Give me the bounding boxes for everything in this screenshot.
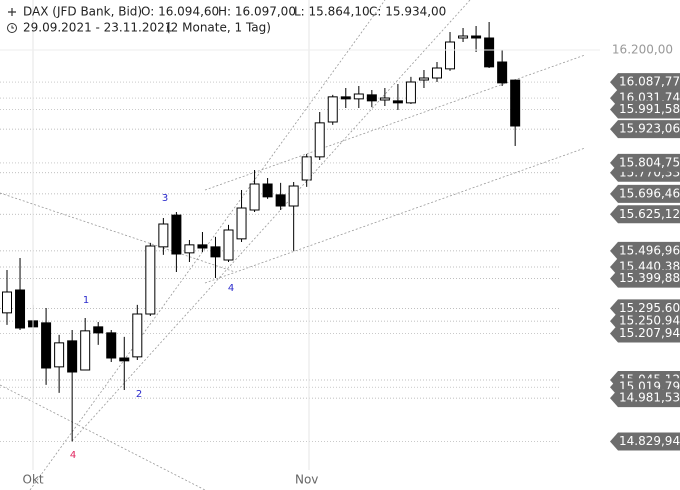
header: DAX (JFD Bank, Bid) O: 16.094,60 H: 16.0… — [7, 5, 446, 35]
instrument-title: DAX (JFD Bank, Bid) — [23, 5, 142, 19]
level-label: 16.087,77 — [619, 75, 680, 89]
trend-line — [0, 192, 236, 273]
trend-line — [71, 0, 471, 442]
candle-body — [223, 229, 234, 261]
candle-body — [353, 93, 364, 100]
candle-body — [445, 41, 456, 70]
level-label: 15.207,94 — [619, 326, 680, 340]
candle-body — [379, 97, 390, 101]
level-label: 15.496,96 — [619, 243, 680, 257]
level-tag — [610, 184, 680, 203]
period: (2 Monate, 1 Tag) — [166, 21, 271, 35]
crosshair-icon — [8, 8, 16, 16]
level-label: 15.295,60 — [619, 301, 680, 315]
close-value: C: 15.934,00 — [369, 5, 446, 19]
level-label: 15.991,58 — [619, 102, 680, 116]
trend-lines — [0, 0, 586, 490]
level-label: 15.399,88 — [619, 271, 680, 285]
level-tag — [610, 324, 680, 343]
candle-body — [171, 214, 182, 255]
level-label: 15.625,12 — [619, 207, 680, 221]
candle-body — [93, 326, 104, 334]
candle-body — [288, 185, 299, 207]
annotation: 2 — [136, 389, 142, 400]
level-tag — [610, 120, 680, 139]
candle-body — [119, 357, 130, 362]
level-tag — [610, 73, 680, 92]
level-tag — [610, 205, 680, 224]
candle-body — [405, 81, 416, 104]
open-value: O: 16.094,60 — [141, 5, 219, 19]
clock-hands — [11, 25, 14, 29]
level-label: 14.981,53 — [619, 391, 680, 405]
candle-body — [458, 35, 469, 39]
level-label: 15.250,94 — [619, 314, 680, 328]
candle-body — [67, 340, 78, 373]
trend-line — [29, 0, 386, 490]
candle-body — [275, 194, 286, 207]
annotation: 3 — [162, 193, 168, 204]
level-tag — [610, 269, 680, 288]
candle-body — [132, 313, 143, 358]
x-tick-label: Okt — [23, 473, 44, 487]
candle-body — [327, 96, 338, 123]
candle-body — [262, 183, 273, 198]
annotation: 4 — [228, 283, 234, 294]
high-value: H: 16.097,00 — [218, 5, 296, 19]
candle-body — [431, 67, 442, 79]
level-label: 14.829,94 — [619, 434, 680, 448]
level-label: 15.804,75 — [619, 155, 680, 169]
level-tag — [610, 241, 680, 260]
annotation: 1 — [83, 295, 89, 306]
candle-body — [484, 37, 495, 68]
trend-line — [204, 147, 586, 284]
low-value: L: 15.864,10 — [294, 5, 370, 19]
candle-body — [314, 122, 325, 158]
candle-body — [41, 322, 52, 369]
candle-body — [392, 100, 403, 104]
candle-body — [301, 156, 312, 181]
level-tag — [610, 153, 680, 172]
candle-body — [15, 289, 26, 329]
candle-body — [210, 246, 221, 258]
candle-body — [106, 332, 117, 359]
candle-body — [80, 330, 91, 371]
level-tag — [610, 432, 680, 451]
clock-icon — [7, 23, 17, 33]
candle-body — [418, 77, 429, 81]
candle-body — [184, 244, 195, 254]
annotation: 4 — [70, 450, 76, 461]
candle-body — [54, 342, 65, 368]
candle-body — [510, 79, 521, 127]
candle-body — [236, 207, 247, 240]
level-tag — [610, 100, 680, 119]
candle-body — [497, 61, 508, 84]
level-tag — [610, 389, 680, 408]
level-label: 15.696,46 — [619, 186, 680, 200]
candles — [2, 22, 521, 442]
price-tags: 16.087,7716.031,7415.991,5815.923,0615.7… — [610, 73, 680, 451]
candle-body — [197, 244, 208, 249]
candle-body — [471, 35, 482, 39]
candle-body — [145, 245, 156, 315]
trend-line — [204, 54, 586, 191]
candle-body — [340, 96, 351, 100]
level-label: 15.923,06 — [619, 122, 680, 136]
candle-body — [366, 94, 377, 102]
candle-body — [2, 291, 12, 314]
level-lines — [0, 81, 560, 442]
candle-body — [249, 183, 260, 211]
date-range: 29.09.2021 - 23.11.2021 — [23, 21, 172, 35]
candle-body — [158, 223, 169, 248]
x-tick-label: Nov — [295, 473, 318, 487]
y-tick-label: 16.200,00 — [612, 43, 673, 57]
